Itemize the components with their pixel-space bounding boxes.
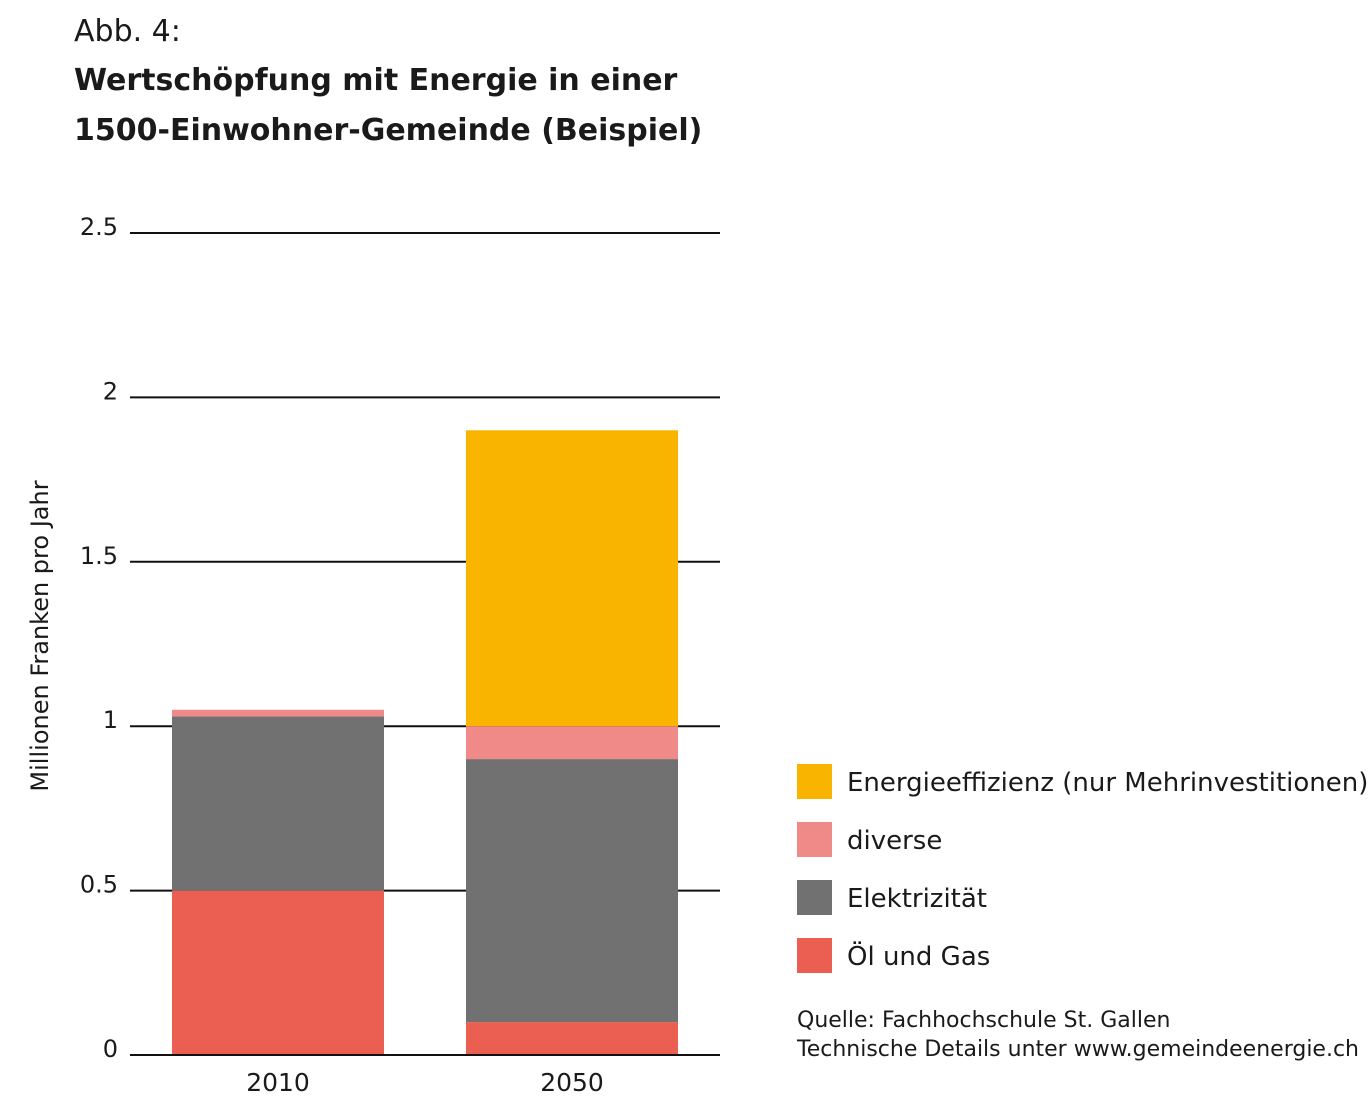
bar-segment (466, 1022, 678, 1055)
y-tick-label: 2 (103, 377, 118, 405)
legend-swatch (797, 764, 832, 799)
chart-title-line-1: Wertschöpfung mit Energie in einer (74, 63, 678, 98)
legend-label: diverse (847, 826, 943, 856)
chart-title-line-2: 1500-Einwohner-Gemeinde (Beispiel) (74, 113, 703, 148)
y-axis-label: Millionen Franken pro Jahr (26, 480, 54, 792)
legend-swatch (797, 938, 832, 973)
legend-label: Öl und Gas (847, 942, 991, 972)
legend-label: Elektrizität (847, 884, 988, 914)
x-tick-label: 2010 (246, 1068, 310, 1097)
bar-segment (172, 709, 384, 717)
y-tick-label: 0.5 (80, 871, 118, 899)
figure-label: Abb. 4: (74, 14, 181, 49)
y-tick-label: 2.5 (80, 213, 118, 241)
legend-label: Energieeffizienz (nur Mehrinvestitionen) (847, 768, 1369, 798)
tick-labels: 0 0.5 1 1.5 2 2.5 2010 2050 (80, 213, 720, 1097)
bar-segment (172, 890, 384, 1055)
bar-segment (172, 716, 384, 891)
y-tick-label: 0 (103, 1035, 118, 1063)
y-tick-label: 1.5 (80, 542, 118, 570)
legend-swatch (797, 880, 832, 915)
source-line-1: Quelle: Fachhochschule St. Gallen (797, 1008, 1171, 1033)
bar-segment (466, 726, 678, 760)
source-note: Quelle: Fachhochschule St. Gallen Techni… (797, 1006, 1359, 1064)
bars (172, 430, 678, 1055)
legend-swatch (797, 822, 832, 857)
source-line-2: Technische Details unter www.gemeindeene… (797, 1037, 1359, 1062)
bar-segment (466, 759, 678, 1023)
x-tick-label: 2050 (540, 1068, 604, 1097)
y-tick-label: 1 (103, 706, 118, 734)
bar-segment (466, 430, 678, 727)
